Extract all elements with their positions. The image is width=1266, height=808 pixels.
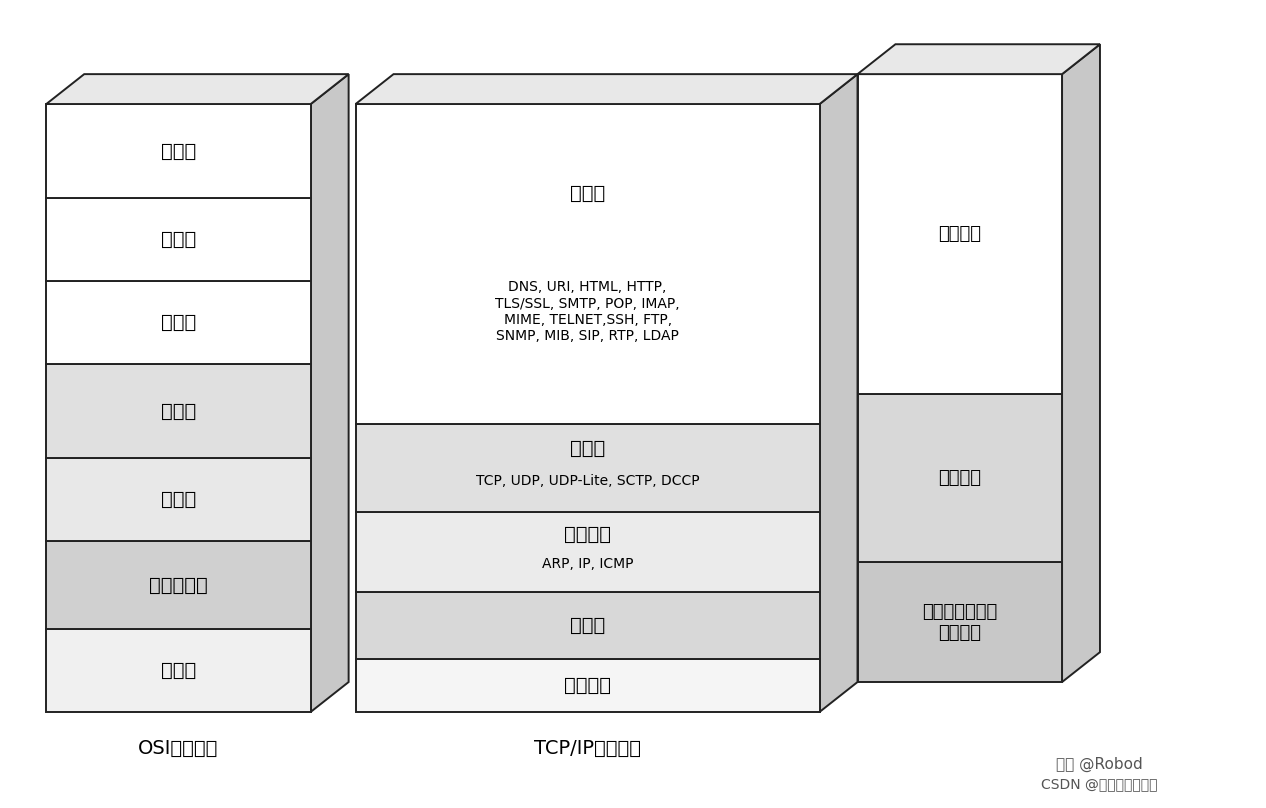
Text: TCP/IP分层模型: TCP/IP分层模型 [534,739,641,759]
Text: 网卡层: 网卡层 [570,616,605,635]
Text: TCP, UDP, UDP-Lite, SCTP, DCCP: TCP, UDP, UDP-Lite, SCTP, DCCP [476,474,699,488]
Text: （硬件）: （硬件） [565,675,611,695]
Polygon shape [47,364,310,458]
Text: 应用程序: 应用程序 [938,225,981,243]
Polygon shape [857,393,1062,562]
Polygon shape [356,423,819,512]
Polygon shape [356,104,819,423]
Text: CSDN @吃我一个平底锅: CSDN @吃我一个平底锅 [1041,777,1157,792]
Polygon shape [857,44,1100,74]
Polygon shape [1062,44,1100,682]
Polygon shape [47,541,310,629]
Text: 应用层: 应用层 [161,141,196,161]
Polygon shape [819,74,857,712]
Text: 操作系统: 操作系统 [938,469,981,487]
Text: 互联网层: 互联网层 [565,525,611,544]
Text: 应用层: 应用层 [570,184,605,203]
Text: 数据链路层: 数据链路层 [149,575,208,595]
Polygon shape [356,512,819,592]
Polygon shape [47,104,310,198]
Text: 会话层: 会话层 [161,314,196,332]
Polygon shape [356,74,857,104]
Polygon shape [47,629,310,712]
Polygon shape [857,562,1062,682]
Text: 知乎 @Robod: 知乎 @Robod [1056,757,1142,772]
Text: 设备驱动程序与
网络接口: 设备驱动程序与 网络接口 [922,603,998,642]
Polygon shape [47,458,310,541]
Text: 网络层: 网络层 [161,490,196,509]
Polygon shape [47,281,310,364]
Text: 表示层: 表示层 [161,230,196,249]
Text: 物理层: 物理层 [161,661,196,680]
Text: ARP, IP, ICMP: ARP, IP, ICMP [542,558,633,571]
Text: 传输层: 传输层 [161,402,196,421]
Polygon shape [356,592,819,659]
Polygon shape [47,74,348,104]
Polygon shape [310,74,348,712]
Text: DNS, URI, HTML, HTTP,
TLS/SSL, SMTP, POP, IMAP,
MIME, TELNET,SSH, FTP,
SNMP, MIB: DNS, URI, HTML, HTTP, TLS/SSL, SMTP, POP… [495,280,680,343]
Text: 传输层: 传输层 [570,439,605,458]
Polygon shape [47,198,310,281]
Polygon shape [356,659,819,712]
Polygon shape [857,74,1062,393]
Text: OSI参考模型: OSI参考模型 [138,739,219,759]
